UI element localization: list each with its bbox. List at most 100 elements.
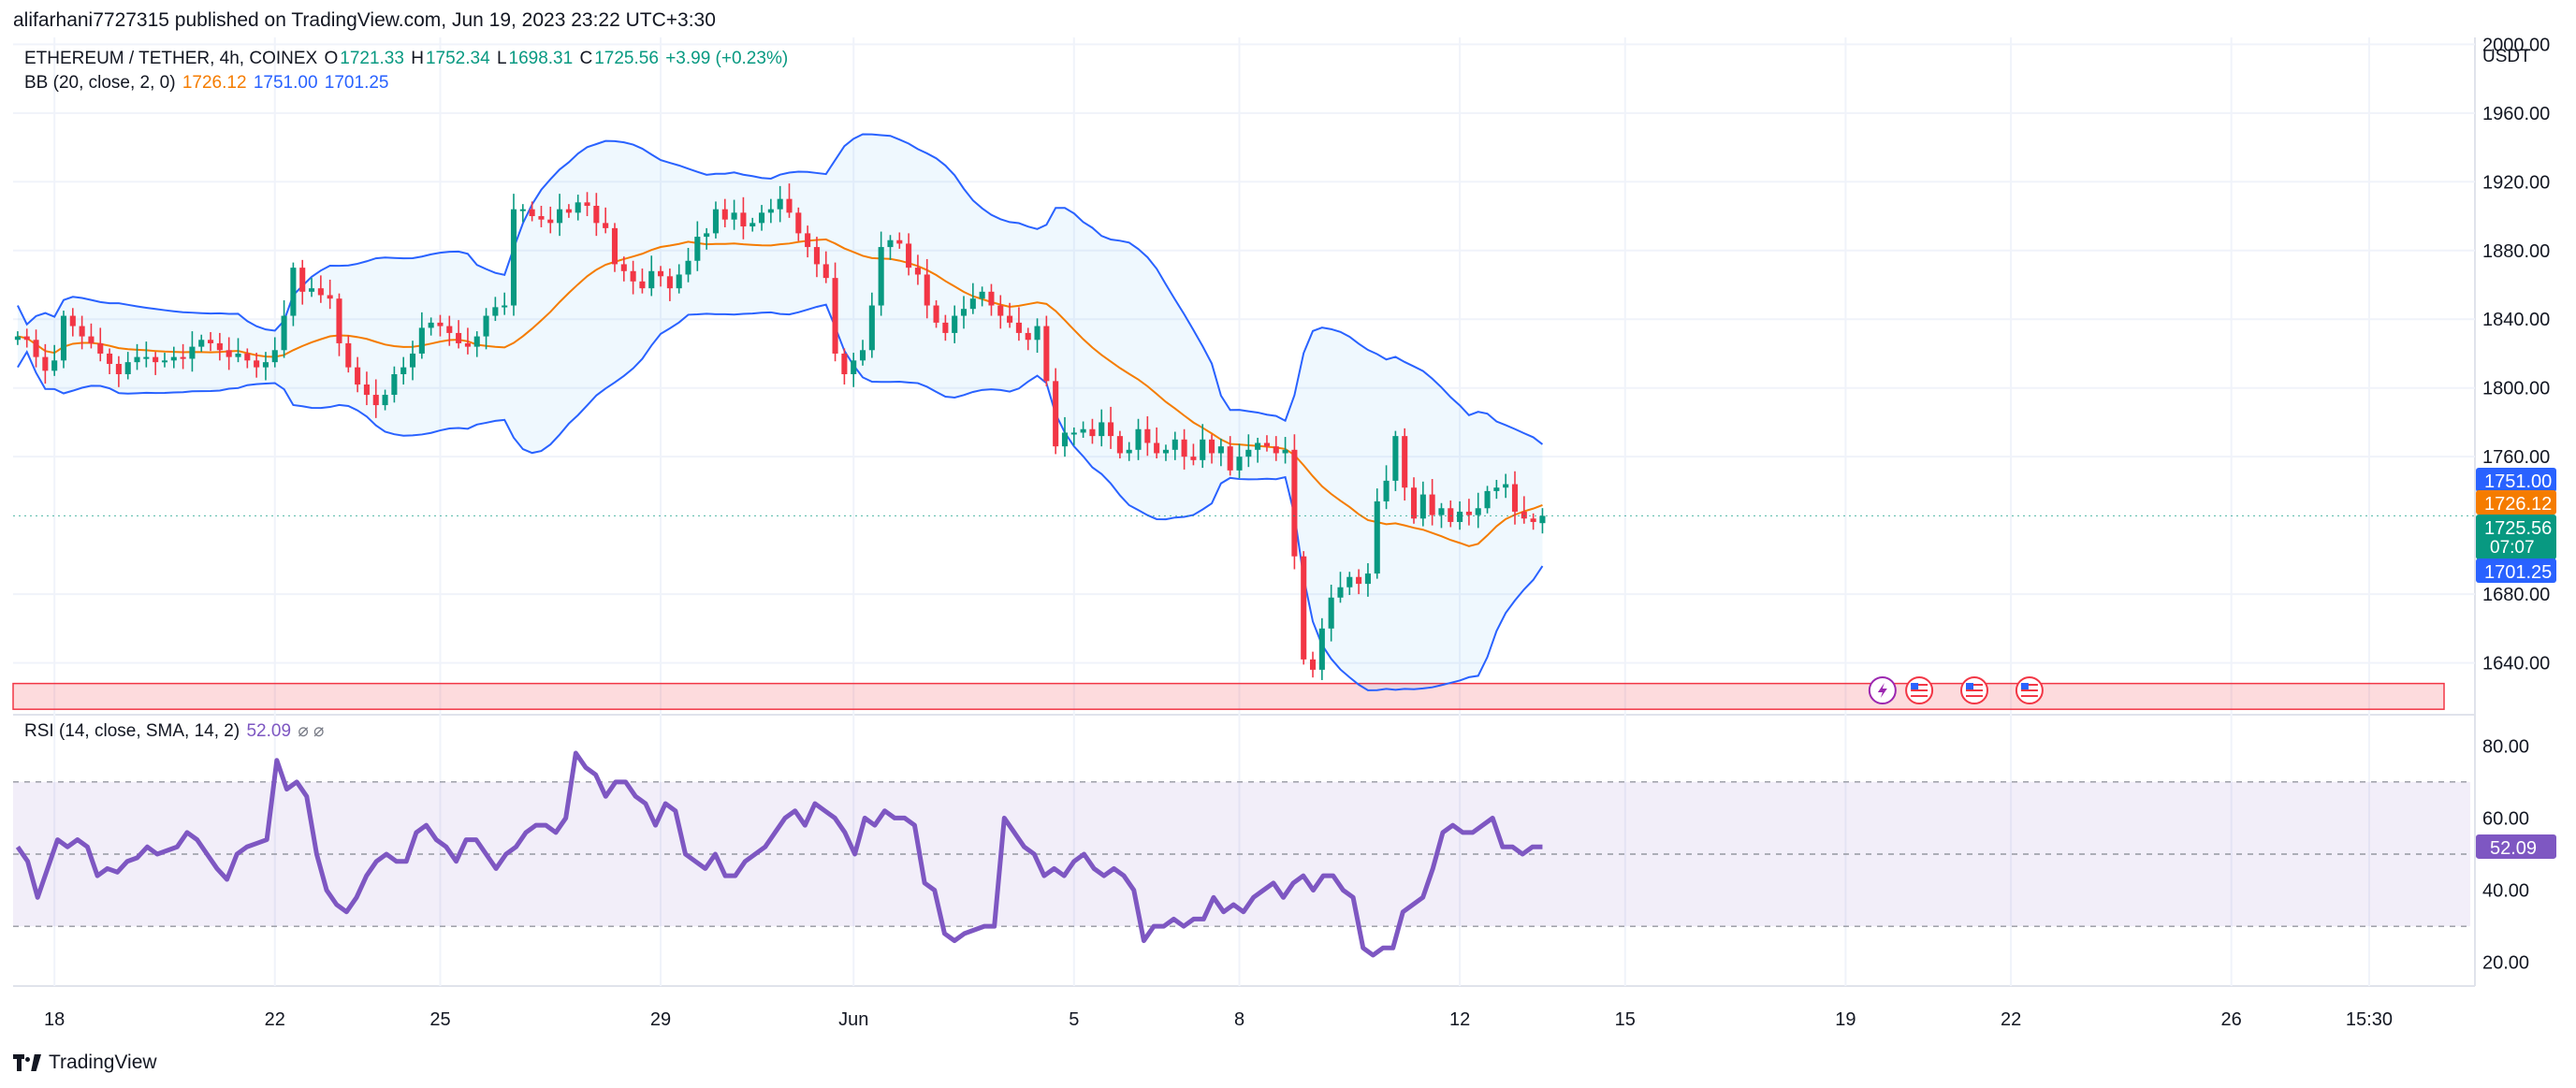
candle-body	[1116, 436, 1123, 454]
candle-body	[226, 350, 232, 357]
candle-body	[721, 209, 728, 220]
bolt-icon	[1868, 676, 1897, 704]
candle-body	[153, 356, 159, 363]
basis-badge: 1726.12	[2484, 494, 2552, 515]
price-tick-label: 1760.00	[2482, 447, 2550, 468]
candle-body	[1089, 428, 1096, 437]
change-value: +3.99 (+0.23%)	[665, 49, 789, 68]
candle-body	[107, 353, 113, 364]
time-tick-label: 8	[1234, 1009, 1244, 1030]
candle-body	[254, 360, 260, 368]
price-tick-label: 1840.00	[2482, 310, 2550, 330]
price-tick-label: 1880.00	[2482, 241, 2550, 262]
flag-canton	[1911, 683, 1919, 689]
candle-body	[547, 219, 554, 224]
candle-body	[1200, 439, 1206, 460]
candle-body	[694, 237, 701, 261]
candle-body	[1061, 432, 1069, 447]
candle-body	[1493, 487, 1500, 491]
rsi-legend[interactable]: RSI (14, close, SMA, 14, 2) 52.09 ⌀ ⌀	[24, 720, 326, 742]
time-tick-label: 29	[650, 1009, 671, 1030]
candle-body	[1025, 332, 1031, 341]
candle-body	[658, 270, 664, 277]
candle-body	[363, 384, 370, 396]
candle-body	[60, 315, 67, 361]
candle-body	[189, 346, 196, 359]
rsi-value: 52.09	[246, 721, 292, 741]
open-value: 1721.33	[340, 49, 404, 68]
candle-body	[23, 336, 30, 341]
bb-label: BB (20, close, 2, 0)	[24, 73, 176, 93]
candle-body	[704, 233, 710, 238]
candle-body	[1154, 442, 1160, 454]
candle-body	[878, 247, 884, 306]
rsi-hidden-icons[interactable]: ⌀ ⌀	[298, 721, 325, 741]
candle-body	[805, 233, 811, 248]
time-tick-label: 5	[1069, 1009, 1079, 1030]
candle-body	[208, 340, 214, 343]
candle-body	[685, 260, 691, 275]
candle-body	[51, 360, 58, 371]
candle-body	[1309, 659, 1317, 670]
candle-body	[620, 264, 627, 271]
price-tick-label: 1920.00	[2482, 172, 2550, 193]
candle-body	[345, 342, 352, 368]
candle-body	[851, 360, 857, 374]
candle-body	[997, 305, 1004, 316]
candle-body	[786, 198, 793, 213]
candle-body	[317, 288, 324, 296]
candle-body	[1291, 449, 1298, 557]
candle-body	[1144, 428, 1151, 443]
candle-body	[841, 353, 848, 374]
last-badge: 1725.56	[2484, 518, 2552, 539]
candle-body	[299, 268, 306, 292]
symbol-name[interactable]: ETHEREUM / TETHER, 4h, COINEX	[24, 49, 318, 68]
time-tick-label: 12	[1449, 1009, 1470, 1030]
time-axis: 18 22 25 29 Jun 5 8 12 15 19 22 26 15:30	[44, 1009, 2393, 1030]
candle-body	[565, 209, 572, 213]
candle-body	[529, 209, 535, 217]
candle-body	[14, 336, 21, 341]
candle-body	[1162, 449, 1170, 454]
time-tick-label: 22	[2001, 1009, 2021, 1030]
candle-body	[115, 363, 122, 374]
candle-body	[740, 212, 747, 227]
candle-body	[777, 198, 783, 210]
high-value: 1752.34	[425, 49, 490, 68]
candle-body	[758, 212, 765, 224]
time-tick-label: 25	[429, 1009, 450, 1030]
price-tick-label: 1800.00	[2482, 379, 2550, 399]
time-tick-label: 26	[2221, 1009, 2242, 1030]
candle-body	[859, 350, 866, 361]
candle-body	[473, 336, 480, 347]
candle-body	[42, 356, 49, 371]
candle-body	[611, 227, 619, 265]
candle-body	[593, 206, 600, 224]
tradingview-logo[interactable]: TradingView	[13, 1052, 157, 1074]
close-value: 1725.56	[594, 49, 659, 68]
candle-body	[538, 216, 545, 220]
candle-body	[914, 268, 921, 275]
bb-basis-line	[17, 238, 1543, 547]
candle-body	[1034, 326, 1041, 341]
candle-body	[1135, 428, 1142, 450]
upper-badge-bg	[2476, 468, 2556, 492]
candle-body	[33, 340, 39, 357]
candle-body	[1374, 500, 1380, 574]
rsi-badge: 52.09	[2490, 838, 2537, 859]
rsi-tick-label: 80.00	[2482, 736, 2529, 757]
candle-body	[1318, 628, 1325, 670]
open-label: O	[324, 49, 339, 68]
high-label: H	[411, 49, 424, 68]
bb-legend[interactable]: BB (20, close, 2, 0) 1726.12 1751.00 170…	[24, 73, 390, 94]
candles	[13, 183, 2475, 680]
candle-body	[1007, 315, 1013, 323]
flag-icon	[1960, 676, 1989, 704]
candle-body	[97, 342, 104, 354]
candle-body	[712, 209, 720, 234]
candle-body	[1337, 587, 1344, 598]
candle-body	[1282, 449, 1288, 454]
candle-body	[1099, 422, 1105, 437]
time-tick-label: Jun	[838, 1009, 868, 1030]
